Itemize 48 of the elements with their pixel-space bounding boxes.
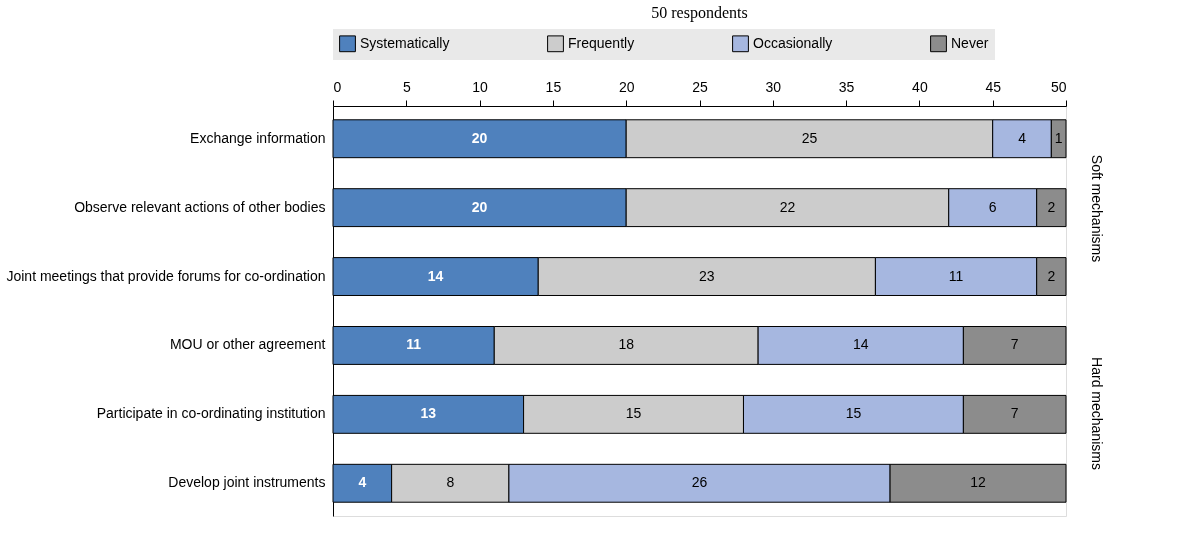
text: Hard mechanisms [1089,357,1105,470]
y-tick-label: Participate in co-ordinating institution [96,405,326,422]
data-label: 6 [988,198,997,215]
data-label: 14 [852,336,869,353]
data-label: 4 [1018,129,1027,146]
data-label: 15 [845,405,862,422]
data-label: 8 [446,474,455,491]
data-label: 2 [1047,198,1056,215]
data-label: 23 [699,267,715,284]
y-tick-label: Observe relevant actions of other bodies [74,198,326,215]
data-label: 13 [420,405,437,422]
data-label: 20 [471,129,488,146]
data-label: 11 [948,267,964,284]
data-label: 22 [779,198,796,215]
data-label: 4 [358,474,367,491]
y-tick-label: Develop joint instruments [168,474,326,491]
data-label: 25 [801,129,818,146]
x-tick-label: 40 [912,78,928,95]
legend-label: Frequently [568,34,635,51]
x-tick-label: 50 [1050,78,1067,95]
data-label: 2 [1047,267,1056,284]
data-label: 18 [618,336,635,353]
data-label: 11 [406,336,422,353]
data-label: 15 [625,405,642,422]
legend-label: Occasionally [753,34,833,51]
x-tick-label: 20 [618,78,635,95]
data-label: 7 [1010,405,1019,422]
y-tick-label: Exchange information [190,129,326,146]
legend-label: Systematically [360,34,450,51]
legend-label: Never [951,34,989,51]
x-tick-label: 30 [765,78,782,95]
x-tick-label: 15 [545,78,562,95]
data-label: 14 [427,267,444,284]
data-label: 20 [471,198,488,215]
data-label: 12 [970,474,987,491]
text: Soft mechanisms [1089,154,1105,263]
x-tick-label: 45 [985,78,1002,95]
y-tick-label: Joint meetings that provide forums for co-ordination [6,267,326,284]
x-tick-label: 5 [402,78,411,95]
x-tick-label: 25 [692,78,708,95]
chart-title: 50 respondents [651,4,748,22]
data-label: 7 [1010,336,1019,353]
x-tick-label: 0 [333,78,342,95]
x-tick-label: 35 [838,78,855,95]
data-label: 1 [1054,129,1063,146]
y-tick-label: MOU or other agreement [169,336,326,353]
x-tick-label: 10 [472,78,489,95]
data-label: 26 [691,474,708,491]
